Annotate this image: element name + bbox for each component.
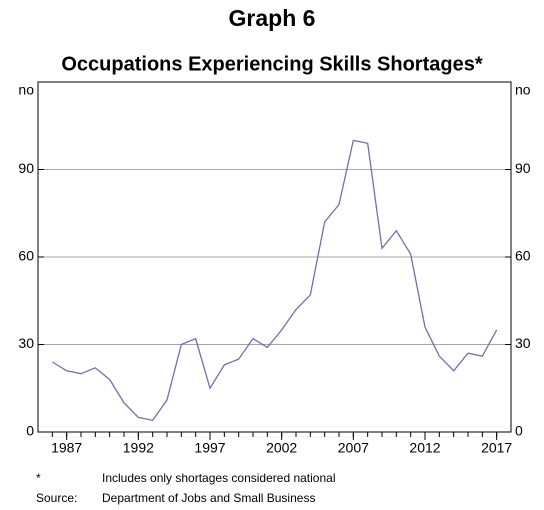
y-unit-right: no xyxy=(515,82,531,98)
y-tick-label: 30 xyxy=(515,335,531,351)
x-tick-label: 2012 xyxy=(409,440,440,456)
y-tick-label: 0 xyxy=(515,423,523,439)
plot-frame xyxy=(37,81,512,433)
y-tick-label: 60 xyxy=(515,248,531,264)
note-marker: * xyxy=(36,471,41,485)
x-tick-label: 1987 xyxy=(51,440,82,456)
chart-title: Graph 6 xyxy=(229,5,316,31)
x-tick-label: 2017 xyxy=(481,440,512,456)
y-unit-left: no xyxy=(18,82,34,98)
y-tick-label: 30 xyxy=(18,335,34,351)
note-text: Department of Jobs and Small Business xyxy=(102,491,315,505)
y-tick-label: 90 xyxy=(18,160,34,176)
y-tick-label: 90 xyxy=(515,160,531,176)
note-marker: Source: xyxy=(36,491,77,505)
x-tick-label: 1992 xyxy=(123,440,154,456)
chart-subtitle: Occupations Experiencing Skills Shortage… xyxy=(61,53,482,75)
x-tick-label: 1997 xyxy=(194,440,225,456)
y-tick-label: 0 xyxy=(26,423,34,439)
x-tick-label: 2002 xyxy=(266,440,297,456)
x-tick-label: 2007 xyxy=(338,440,369,456)
note-text: Includes only shortages considered natio… xyxy=(102,471,335,485)
data-line xyxy=(51,139,498,422)
y-tick-label: 60 xyxy=(18,248,34,264)
